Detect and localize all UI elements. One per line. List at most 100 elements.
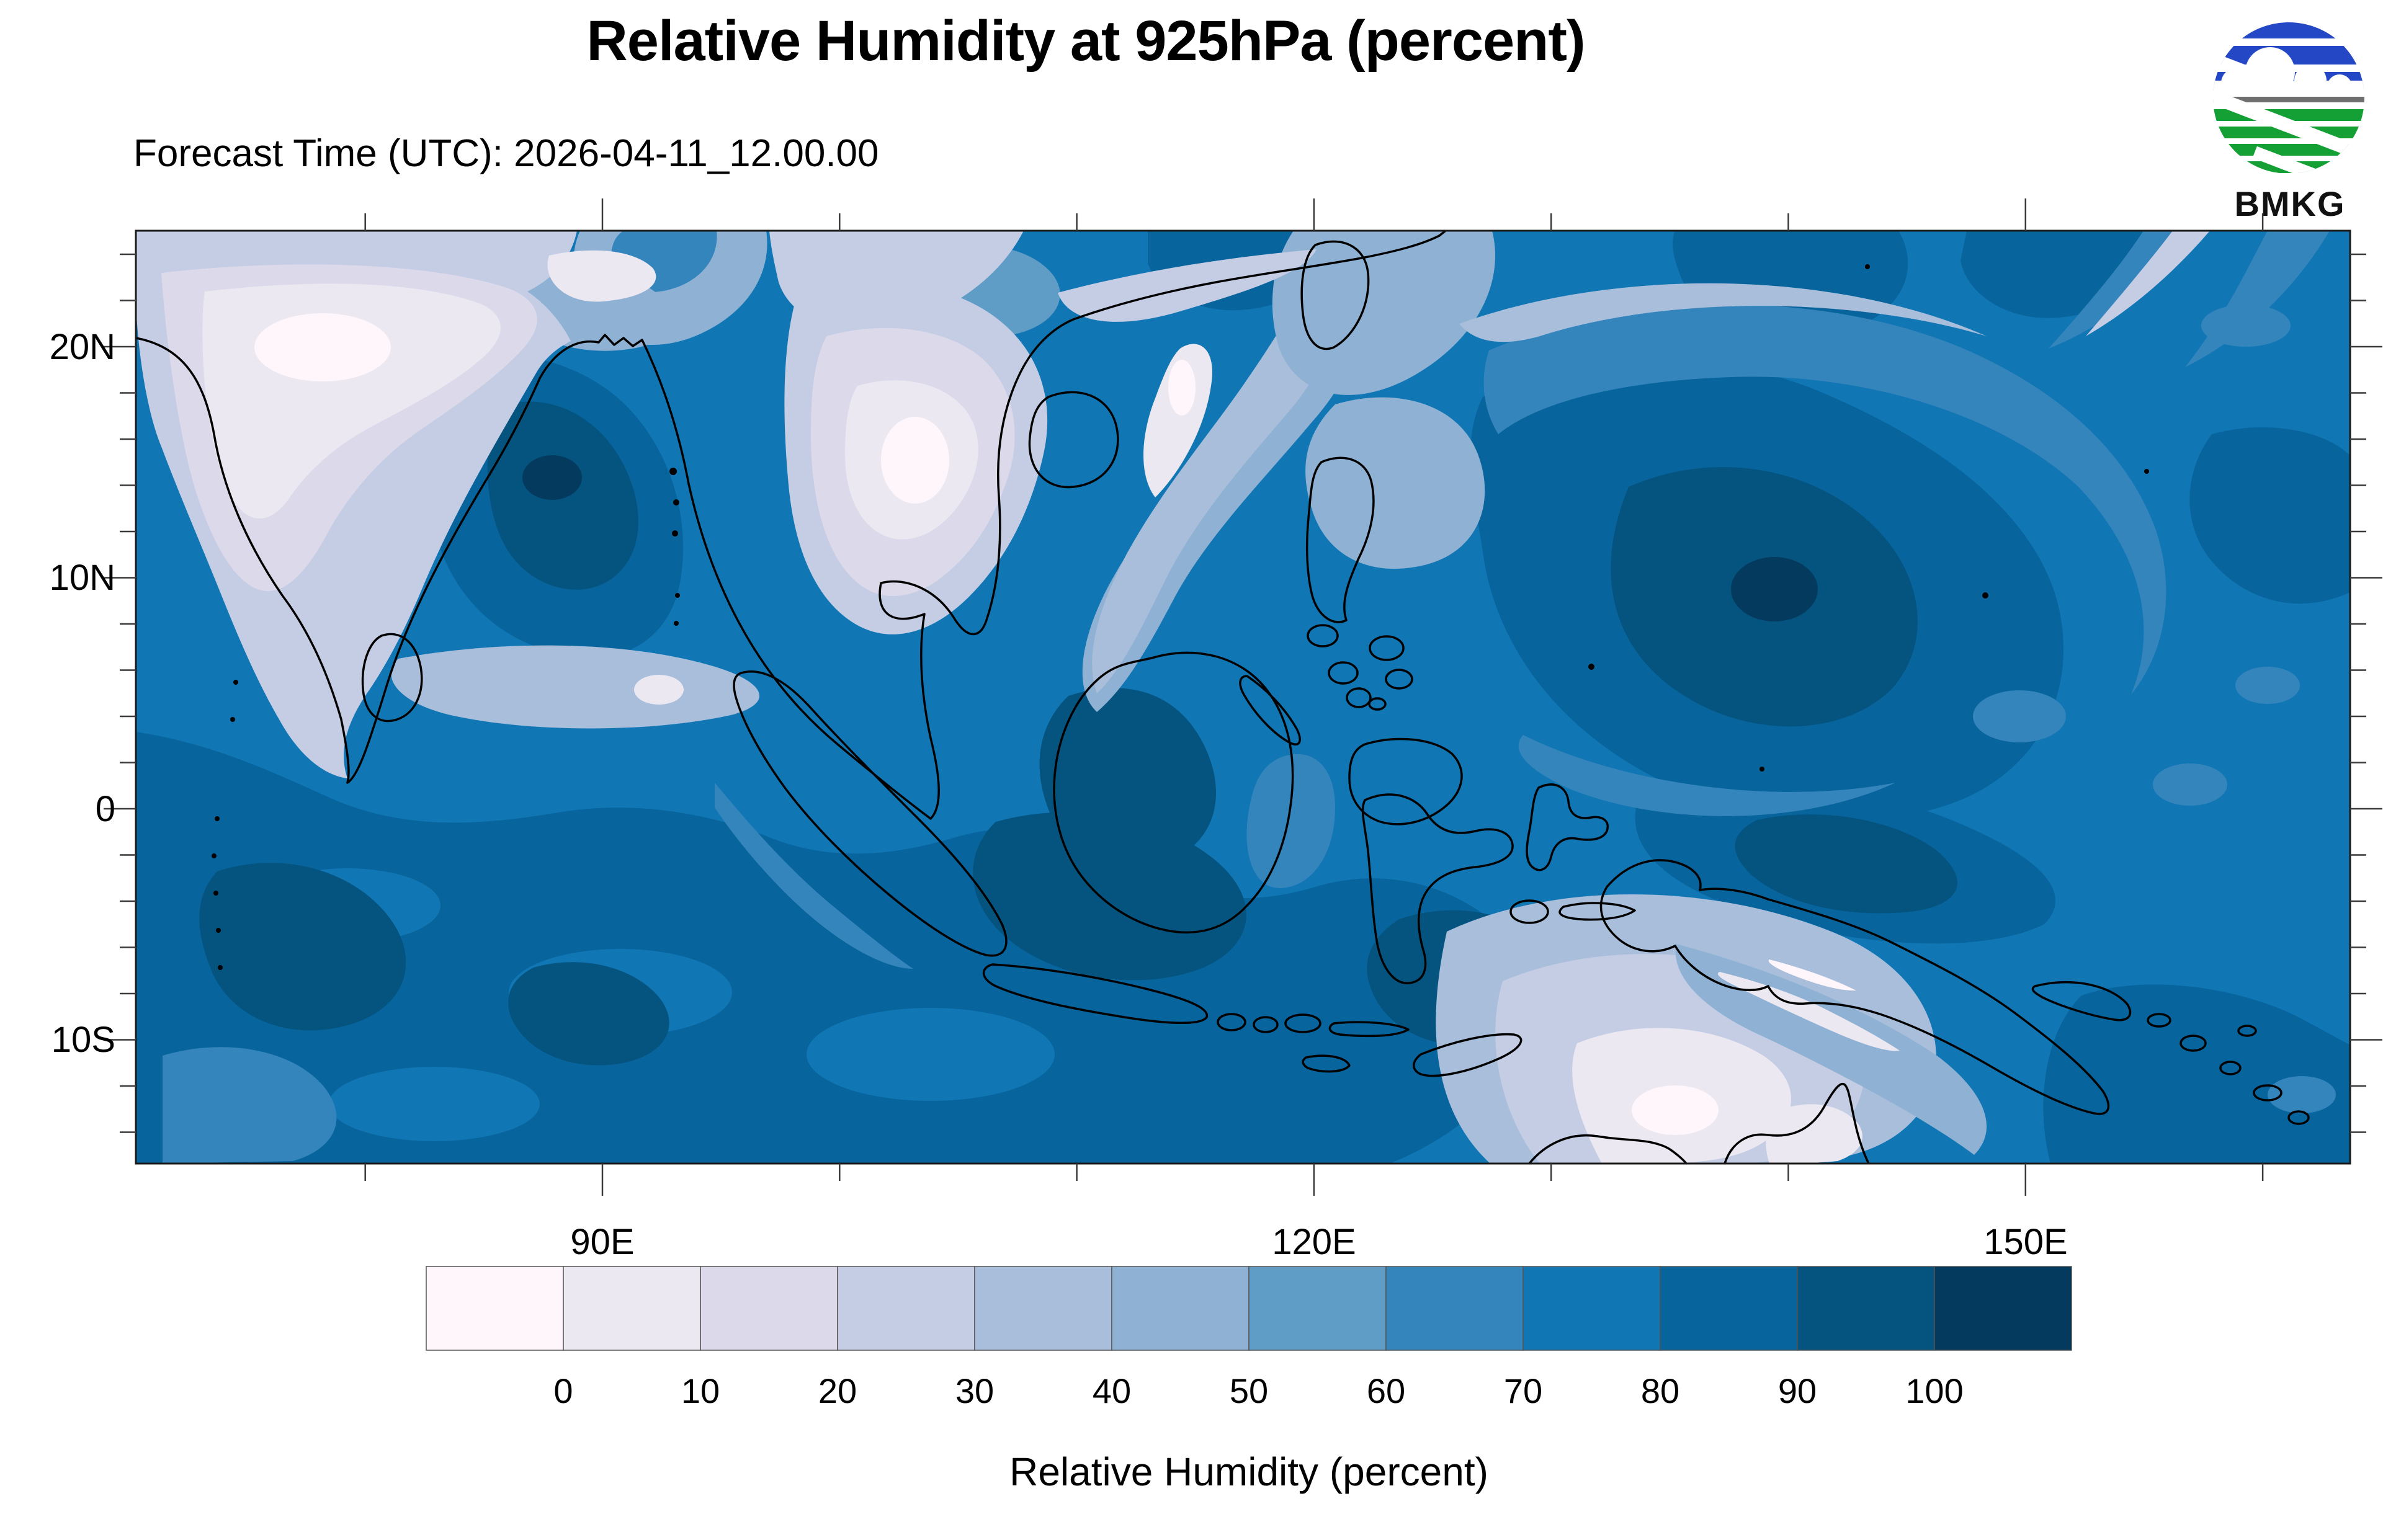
humidity-field-shape: [2189, 427, 2350, 604]
colorbar-tick-label: 80: [1641, 1371, 1679, 1410]
coastlines-shape: [1413, 1033, 1522, 1077]
humidity-field-shape: [2268, 1076, 2336, 1113]
humidity-field-shape: [2201, 305, 2291, 347]
coastlines-shape: [1599, 859, 2110, 1115]
coastlines-shape: [1300, 240, 1370, 350]
colorbar-tick-label: 100: [1905, 1371, 1963, 1410]
colorbar-swatch: [837, 1266, 975, 1351]
humidity-field-shape: [1735, 814, 1957, 914]
small-islands-shape: [218, 965, 223, 970]
colorbar-tick-label: 10: [681, 1371, 720, 1410]
colorbar-swatch: [1797, 1266, 1935, 1351]
lat-label: 10S: [51, 1020, 115, 1060]
coastlines-shape: [1217, 1013, 1246, 1031]
lat-label: 10N: [50, 558, 115, 598]
colorbar-tick-label: 0: [553, 1371, 573, 1410]
logo-globe-shape: [2221, 68, 2251, 98]
bmkg-logo: BMKG: [2206, 11, 2374, 223]
coastlines-shape: [1368, 697, 1387, 711]
coastlines-shape: [2237, 1025, 2257, 1037]
axis-ticks: [104, 198, 2382, 1196]
logo-diagonal-cuts-shape: [2213, 82, 2364, 169]
humidity-field-shape: [522, 455, 582, 500]
humidity-field-shape: [2235, 667, 2300, 704]
small-islands-shape: [215, 816, 220, 821]
lon-label: 120E: [1272, 1222, 1356, 1262]
colorbar-swatch: [1385, 1266, 1524, 1351]
bmkg-logo-graphic: [2213, 22, 2364, 174]
small-islands-shape: [1865, 264, 1870, 269]
lon-label: 90E: [570, 1222, 634, 1262]
coastlines-shape: [1328, 1021, 1410, 1038]
coastlines-shape: [1528, 1134, 1688, 1164]
coastlines-shape: [2031, 981, 2132, 1021]
small-islands-shape: [230, 717, 235, 722]
coastlines: [136, 231, 2310, 1164]
colorbar-swatch: [974, 1266, 1112, 1351]
coastlines-shape: [2147, 1013, 2171, 1028]
humidity-field-shape: [136, 732, 1533, 1164]
colorbar-tick-label: 20: [818, 1371, 857, 1410]
humidity-field-shape: [2086, 231, 2210, 336]
forecast-time-label: Forecast Time (UTC): 2026-04-11_12.00.00: [133, 132, 879, 175]
coastlines-shape: [2287, 1110, 2310, 1125]
humidity-field-shape: [329, 1067, 540, 1141]
humidity-field-shape: [1518, 735, 1895, 816]
logo-globe-shape: [2327, 74, 2352, 99]
small-islands-shape: [674, 621, 679, 626]
coastlines-shape: [1558, 902, 1636, 921]
colorbar-tick-label: 90: [1778, 1371, 1817, 1410]
humidity-field-shape: [1973, 690, 2066, 742]
humidity-field-shape: [1246, 754, 1335, 888]
coastlines-shape: [1307, 624, 1339, 648]
small-islands-shape: [675, 593, 680, 598]
colorbar-tick-label: 30: [955, 1371, 994, 1410]
colorbar-tick-label: 40: [1093, 1371, 1131, 1410]
small-islands-shape: [1759, 767, 1764, 772]
colorbar: [426, 1266, 2072, 1351]
humidity-field-shape: [1675, 944, 1987, 1155]
colorbar-tick-label: 50: [1230, 1371, 1268, 1410]
humidity-field-shape: [881, 417, 949, 504]
logo-divider: [2213, 97, 2364, 102]
lat-label: 20N: [50, 327, 115, 367]
humidity-field-shape: [1768, 959, 1856, 991]
humidity-field-shape: [1305, 397, 1485, 569]
coastlines-shape: [1509, 899, 1549, 924]
colorbar-swatch: [1934, 1266, 2072, 1351]
coastlines-shape: [361, 633, 423, 723]
map-frame: [135, 229, 2351, 1165]
coastlines-shape: [1328, 661, 1359, 685]
small-islands-shape: [216, 928, 221, 933]
small-islands-shape: [1588, 664, 1594, 670]
coastlines-shape: [2253, 1084, 2282, 1102]
humidity-field-shape: [1272, 231, 1495, 395]
axis-labels: 20N 10N 0 10S 90E 120E 150E: [50, 327, 2068, 1262]
humidity-field-shape: [391, 645, 760, 729]
coastlines-shape: [2219, 1061, 2242, 1075]
small-islands-shape: [669, 468, 677, 475]
humidity-field-shape: [1168, 360, 1196, 416]
colorbar-swatch: [1248, 1266, 1387, 1351]
humidity-field-shape: [1731, 557, 1818, 621]
humidity-field-shape: [1632, 1085, 1719, 1135]
colorbar-swatch: [1522, 1266, 1661, 1351]
humidity-field-shape: [1483, 305, 2166, 695]
coastlines-shape: [1028, 391, 1119, 489]
coastlines-shape: [1284, 1013, 1321, 1033]
humidity-field-shape: [547, 250, 656, 302]
humidity-field-shape: [807, 1008, 1055, 1101]
humidity-field-shape: [1717, 972, 1900, 1051]
coastlines-shape: [2180, 1035, 2207, 1052]
small-islands-shape: [672, 530, 678, 536]
coastlines-shape: [1053, 651, 1294, 934]
small-islands-shape: [673, 499, 679, 505]
humidity-field-shape: [1766, 1104, 1862, 1164]
humidity-field-shape: [1092, 264, 1336, 693]
humidity-field-shape: [199, 863, 406, 1031]
coastlines-shape: [1369, 635, 1405, 661]
coastlines-shape: [1361, 793, 1514, 984]
coastlines-shape: [1346, 687, 1372, 708]
small-islands-shape: [1982, 592, 1988, 599]
